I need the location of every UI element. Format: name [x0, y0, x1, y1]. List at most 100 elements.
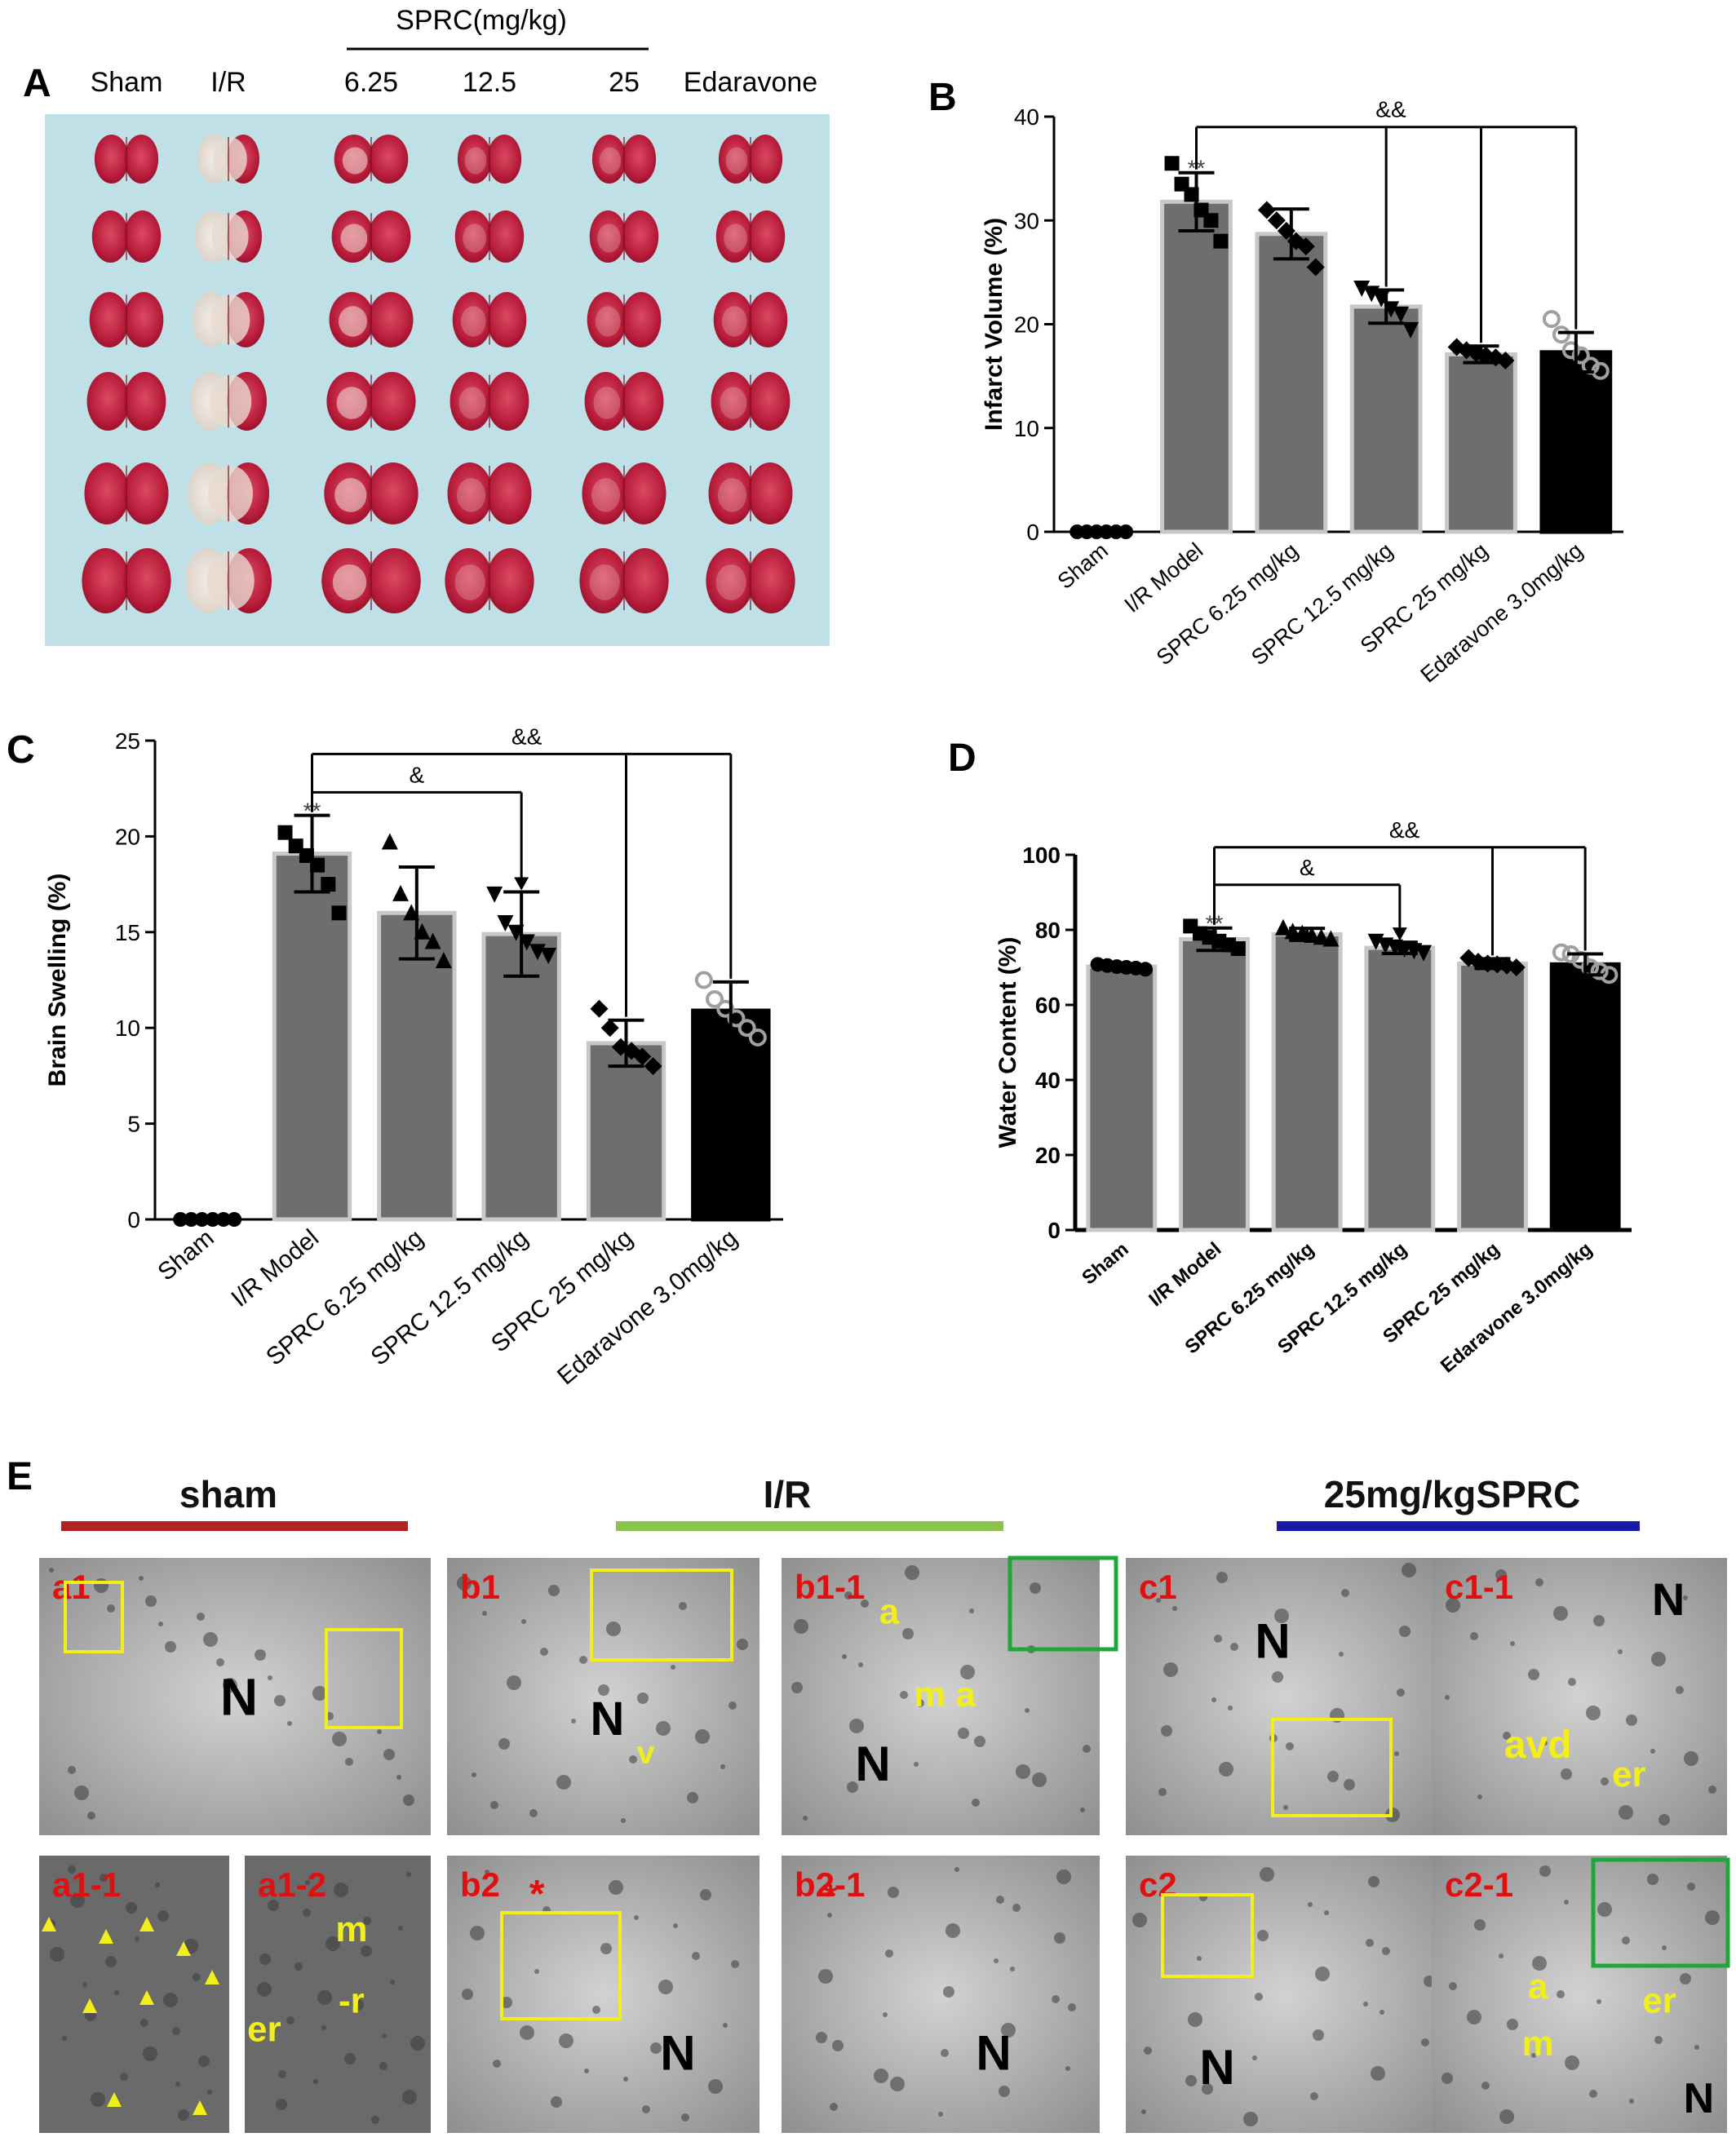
tile-id: a1-2 — [258, 1865, 326, 1904]
organelle-dot — [916, 1699, 924, 1707]
organelle-dot — [1216, 1572, 1228, 1583]
organelle-dot — [972, 1799, 980, 1807]
organelle-dot — [1202, 2083, 1213, 2095]
organelle-dot — [1132, 1913, 1147, 1927]
organelle-dot — [1499, 2109, 1514, 2124]
organelle-dot — [559, 2033, 574, 2048]
organelle-dot — [135, 1936, 140, 1941]
organelle-dot — [175, 2082, 180, 2086]
bar — [1179, 937, 1250, 1232]
brain-slice — [197, 135, 259, 184]
zoom-box — [1161, 1893, 1254, 1978]
brain-slice — [334, 135, 409, 184]
organelle-dot — [91, 2092, 105, 2107]
organelle-dot — [87, 1812, 95, 1820]
column-label-3: 12.5 — [463, 67, 516, 98]
brain-slice — [582, 462, 666, 524]
organelle-dot — [1313, 2029, 1324, 2041]
organelle-dot — [68, 1766, 76, 1774]
bracket-label: && — [512, 723, 542, 749]
arrowhead-marker — [205, 1970, 219, 1984]
organelle-dot — [1339, 1652, 1344, 1657]
zoom-box — [590, 1569, 733, 1661]
data-point — [1138, 962, 1154, 977]
organelle-dot — [1083, 1745, 1091, 1753]
organelle-dot — [1371, 2066, 1385, 2081]
organelle-dot — [105, 1956, 117, 1967]
organelle-dot — [198, 2055, 210, 2067]
organelle-dot — [1596, 1999, 1601, 2004]
organelle-dot — [165, 1641, 176, 1653]
panel-e-letter: E — [7, 1455, 33, 1498]
organelle-dot — [1030, 1582, 1041, 1594]
brain-slice — [450, 372, 529, 431]
organelle-dot — [1528, 1669, 1539, 1680]
organelle-dot — [1651, 1652, 1666, 1666]
organelle-dot — [629, 1755, 637, 1763]
organelle-dot — [1467, 2010, 1481, 2024]
organelle-dot — [818, 1969, 833, 1984]
organelle-dot — [1163, 1662, 1178, 1677]
organelle-dot — [1618, 1649, 1623, 1654]
y-tick-label: 20 — [115, 824, 140, 849]
organelle-dot — [592, 2006, 600, 2014]
y-tick-label: 0 — [127, 1207, 140, 1232]
organelle-dot — [313, 2079, 318, 2084]
bar — [691, 1008, 771, 1222]
organelle-dot — [472, 1772, 476, 1777]
y-tick-label: 10 — [1014, 416, 1039, 441]
organelle-dot — [470, 1926, 485, 1940]
brain-slice — [190, 372, 267, 431]
y-tick-label: 15 — [115, 920, 140, 945]
organelle-dot — [274, 1695, 286, 1706]
organelle-dot — [1382, 1947, 1390, 1955]
organelle-dot — [223, 1678, 237, 1692]
brain-slice — [706, 548, 795, 613]
brain-slice — [589, 210, 659, 263]
organelle-dot — [1211, 1697, 1216, 1702]
data-point — [600, 1019, 619, 1038]
organelle-dot — [1647, 1874, 1658, 1885]
organelle-dot — [74, 1785, 89, 1800]
organelle-dot — [637, 1692, 649, 1704]
tile-id: a1 — [52, 1568, 91, 1606]
organelle-dot — [145, 1595, 157, 1607]
organelle-dot — [1341, 1589, 1349, 1597]
brain-slice — [329, 292, 414, 347]
organelle-dot — [1622, 1936, 1630, 1945]
data-point — [277, 825, 293, 840]
organelle-dot — [687, 1792, 698, 1803]
organelle-dot — [1531, 2053, 1536, 2058]
organelle-dot — [1310, 2092, 1318, 2100]
data-point — [716, 999, 735, 1018]
tile-id: c2 — [1139, 1865, 1177, 1904]
arrowhead-marker — [140, 1917, 154, 1931]
brain-slice — [454, 210, 525, 263]
arrowhead-marker — [99, 1929, 113, 1944]
organelle-dot — [890, 2077, 905, 2091]
y-tick-label: 60 — [1035, 993, 1061, 1018]
organelle-dot — [1161, 1725, 1172, 1737]
tile-mark: N — [976, 2026, 1011, 2081]
organelle-dot — [883, 2012, 888, 2017]
tile-mark: er — [1642, 1981, 1676, 2021]
y-tick-label: 40 — [1014, 104, 1039, 130]
organelle-dot — [958, 1728, 969, 1739]
organelle-dot — [1683, 1595, 1688, 1600]
tile-id: a1-1 — [52, 1865, 121, 1904]
organelle-dot — [1619, 1805, 1633, 1820]
micrograph-image — [447, 1856, 760, 2133]
data-point — [737, 1019, 756, 1038]
organelle-dot — [1368, 1876, 1380, 1887]
bracket-arrow — [514, 877, 529, 891]
organelle-dot — [321, 2025, 326, 2030]
organelle-dot — [938, 2112, 943, 2117]
organelle-dot — [731, 1960, 739, 1968]
organelle-dot — [216, 1658, 224, 1666]
organelle-dot — [1499, 1954, 1504, 1958]
data-point — [1306, 258, 1325, 277]
panel-a: A SPRC(mg/kg) Sham I/R 6.25 12.5 25 Edaravone — [23, 5, 830, 646]
organelle-dot — [62, 2036, 67, 2041]
